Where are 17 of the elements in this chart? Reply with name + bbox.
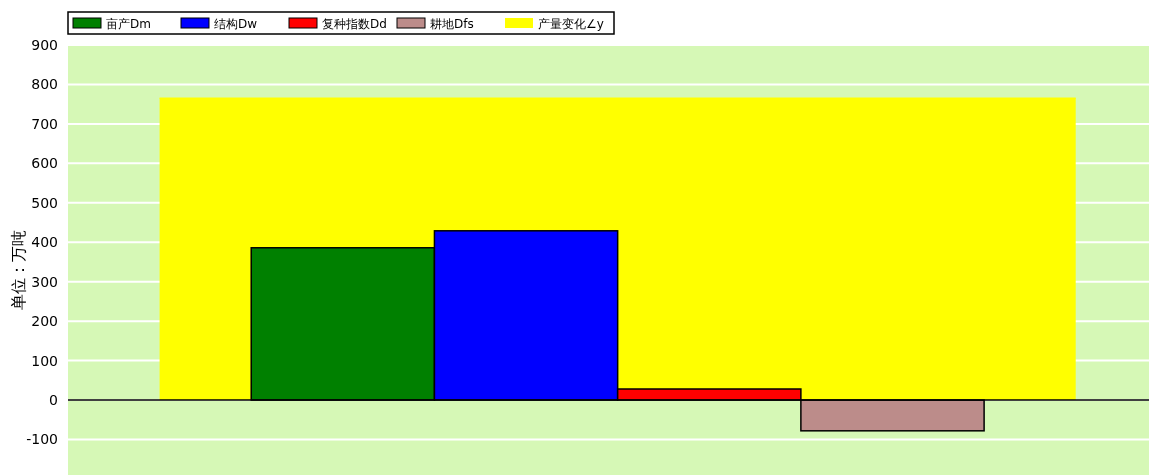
y-tick-label: 300 [31, 273, 58, 290]
y-tick-label: 100 [31, 352, 58, 369]
y-tick-label: 900 [31, 37, 58, 53]
legend-label: 复种指数Dd [322, 17, 387, 31]
y-tick-label: 200 [31, 313, 58, 330]
y-tick-label: 500 [31, 194, 58, 211]
y-tick-label: 400 [31, 234, 58, 251]
y-axis-title: 单位：万吨 [9, 230, 28, 310]
y-tick-label: -100 [26, 431, 58, 448]
y-tick-label: 0 [49, 392, 58, 409]
y-tick-label: 800 [31, 76, 58, 93]
y-tick-label: 600 [31, 155, 58, 172]
legend-label: 结构Dw [214, 17, 258, 31]
legend-label: 亩产Dm [106, 17, 151, 31]
y-tick-label: 700 [31, 115, 58, 132]
legend-label: 耕地Dfs [430, 17, 474, 31]
legend-label: 产量变化∠y [538, 17, 604, 31]
